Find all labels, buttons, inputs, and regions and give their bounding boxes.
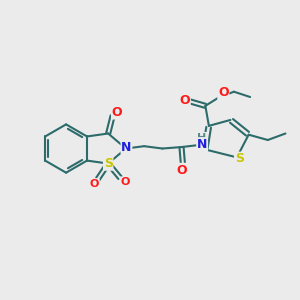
- Text: O: O: [179, 94, 190, 107]
- Text: H: H: [197, 133, 207, 142]
- Text: O: O: [112, 106, 122, 119]
- Text: O: O: [90, 179, 99, 189]
- Text: O: O: [218, 86, 229, 99]
- Text: N: N: [197, 138, 207, 151]
- Text: N: N: [121, 141, 132, 154]
- Text: S: S: [235, 152, 244, 165]
- Text: O: O: [121, 177, 130, 187]
- Text: O: O: [176, 164, 187, 176]
- Text: S: S: [104, 157, 113, 170]
